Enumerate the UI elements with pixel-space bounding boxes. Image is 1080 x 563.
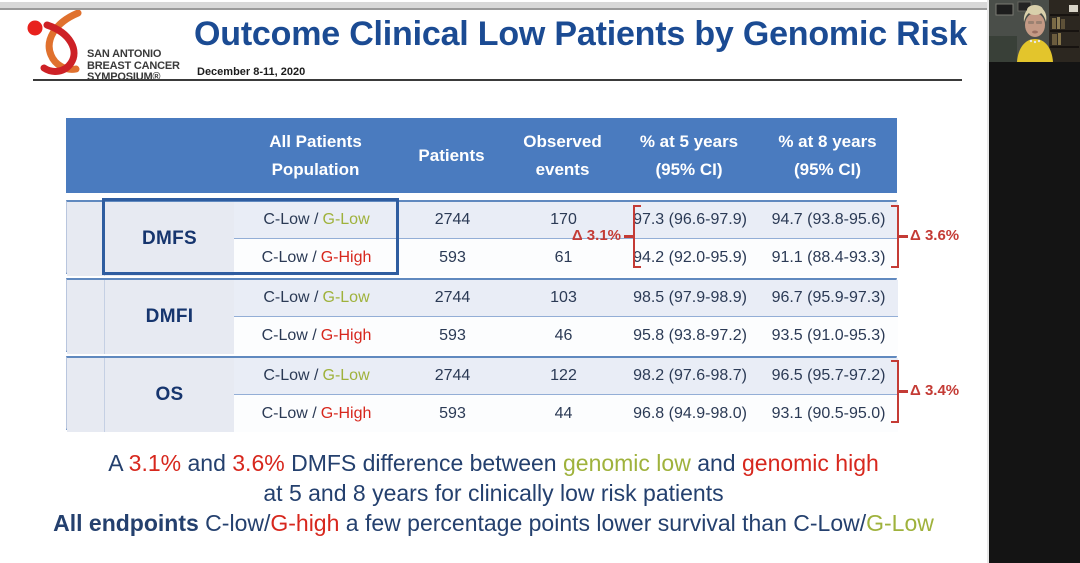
- summary-text: and: [690, 450, 742, 476]
- events-value: 122: [506, 358, 621, 395]
- events-value: 44: [506, 395, 621, 432]
- delta-dmfs-8yr: Δ 3.6%: [910, 227, 960, 244]
- row-spacer: [67, 358, 105, 432]
- events-value: 170: [506, 202, 621, 239]
- patients-value: 593: [399, 317, 506, 354]
- sabcs-org-name: SAN ANTONIO BREAST CANCER SYMPOSIUM®: [87, 48, 180, 83]
- endpoint-label: DMFS: [105, 202, 234, 276]
- genomic-low-text: G-Low: [866, 510, 934, 536]
- patients-value: 593: [399, 395, 506, 432]
- patients-value: 593: [399, 239, 506, 276]
- header-pct5: % at 5 years (95% CI): [639, 132, 739, 179]
- delta-os-8yr: Δ 3.4%: [910, 382, 960, 399]
- video-side-panel: [987, 0, 1080, 563]
- genomic-low-text: genomic low: [562, 450, 691, 476]
- patients-value: 2744: [399, 358, 506, 395]
- pct5-value: 94.2 (92.0-95.9): [621, 239, 759, 276]
- bracket-dmfs-5yr: [633, 205, 641, 268]
- bracket-tick: [899, 235, 908, 238]
- summary-text: a few percentage points lower survival t…: [339, 510, 867, 536]
- summary-line-3: All endpoints C-low/G-high a few percent…: [0, 510, 987, 537]
- row-spacer: [67, 202, 105, 276]
- delta-value: 3.1%: [128, 450, 182, 476]
- genomic-risk-label: G-High: [320, 248, 372, 266]
- genomic-high-text: G-high: [270, 510, 340, 536]
- genomic-risk-label: G-Low: [322, 289, 370, 306]
- genomic-high-text: genomic high: [741, 450, 879, 476]
- events-value: 103: [506, 280, 621, 317]
- header-empty: [66, 118, 233, 193]
- subgroup-cell: C-Low / G-Low: [234, 280, 399, 317]
- summary-line-2: at 5 and 8 years for clinically low risk…: [263, 480, 724, 506]
- endpoint-label: DMFI: [105, 280, 234, 354]
- delta-dmfs-5yr: Δ 3.1%: [571, 227, 621, 244]
- header-pct8: % at 8 years (95% CI): [778, 132, 877, 179]
- delta-value: 3.6%: [232, 450, 285, 476]
- pct8-value: 91.1 (88.4-93.3): [759, 239, 898, 276]
- genomic-risk-label: G-High: [320, 326, 372, 344]
- webcam-video[interactable]: [989, 0, 1080, 62]
- subgroup-cell: C-Low / G-High: [234, 317, 399, 354]
- clinical-risk-label: C-Low /: [263, 367, 319, 384]
- header-events: Observed events: [523, 132, 602, 179]
- patients-value: 2744: [399, 280, 506, 317]
- clinical-risk-label: C-Low /: [263, 289, 319, 306]
- pct8-value: 94.7 (93.8-95.6): [759, 202, 898, 239]
- summary-text: A: [108, 450, 129, 476]
- genomic-risk-label: G-High: [320, 404, 372, 422]
- summary-text: DMFS difference between: [284, 450, 563, 476]
- patients-value: 2744: [399, 202, 506, 239]
- pct8-value: 96.7 (95.9-97.3): [759, 280, 898, 317]
- row-spacer: [67, 280, 105, 354]
- table-header-row: All Patients Population Patients Observe…: [66, 118, 897, 193]
- endpoint-label: OS: [105, 358, 234, 432]
- bracket-tick: [624, 235, 633, 238]
- dmfs-highlight-box: [102, 198, 399, 275]
- clinical-risk-label: C-Low /: [261, 404, 317, 422]
- events-value: 61: [506, 239, 621, 276]
- pct5-value: 96.8 (94.9-98.0): [621, 395, 759, 432]
- header-patients: Patients: [418, 145, 485, 165]
- subgroup-cell: C-Low / G-High: [234, 239, 399, 276]
- bracket-tick: [899, 390, 908, 393]
- pct5-value: 97.3 (96.6-97.9): [621, 202, 759, 239]
- pct5-value: 95.8 (93.8-97.2): [621, 317, 759, 354]
- player-top-strip-line: [0, 8, 987, 10]
- table-group-os: OS C-Low / G-Low 2744 122 98.2 (97.6-98.7…: [66, 356, 898, 432]
- clinical-risk-label: C-Low /: [261, 326, 317, 344]
- events-value: 46: [506, 317, 621, 354]
- slide-title: Outcome Clinical Low Patients by Genomic…: [194, 15, 968, 53]
- subgroup-cell: C-Low / G-Low: [234, 358, 399, 395]
- clinical-risk-label: C-Low /: [263, 211, 319, 228]
- table-group-dmfs: DMFS C-Low / G-Low 2744 170 97.3 (96.6-97…: [66, 200, 898, 276]
- pct5-value: 98.2 (97.6-98.7): [621, 358, 759, 395]
- player-top-strip: [0, 2, 987, 8]
- conference-date: December 8-11, 2020: [197, 66, 306, 78]
- subgroup-cell: C-Low / G-High: [234, 395, 399, 432]
- bracket-dmfs-8yr: [891, 205, 899, 268]
- pct8-value: 96.5 (95.7-97.2): [759, 358, 898, 395]
- pct8-value: 93.1 (90.5-95.0): [759, 395, 898, 432]
- genomic-risk-label: G-Low: [322, 367, 370, 384]
- genomic-risk-label: G-Low: [322, 211, 370, 228]
- summary-line-1: A 3.1% and 3.6% DMFS difference between …: [0, 450, 987, 477]
- subgroup-cell: C-Low / G-Low: [234, 202, 399, 239]
- summary-text: and: [181, 450, 233, 476]
- title-divider: [33, 79, 962, 81]
- sabcs-ribbon-logo-icon: [27, 10, 82, 75]
- header-population: All Patients Population: [269, 132, 362, 179]
- all-endpoints-label: All endpoints: [53, 510, 199, 536]
- pct5-value: 98.5 (97.9-98.9): [621, 280, 759, 317]
- webcam-scene: [989, 0, 1080, 62]
- bracket-os-8yr: [891, 360, 899, 423]
- summary-text: C-low/: [198, 510, 271, 536]
- clinical-risk-label: C-Low /: [261, 248, 317, 266]
- table-group-dmfi: DMFI C-Low / G-Low 2744 103 98.5 (97.9-98…: [66, 278, 898, 354]
- pct8-value: 93.5 (91.0-95.3): [759, 317, 898, 354]
